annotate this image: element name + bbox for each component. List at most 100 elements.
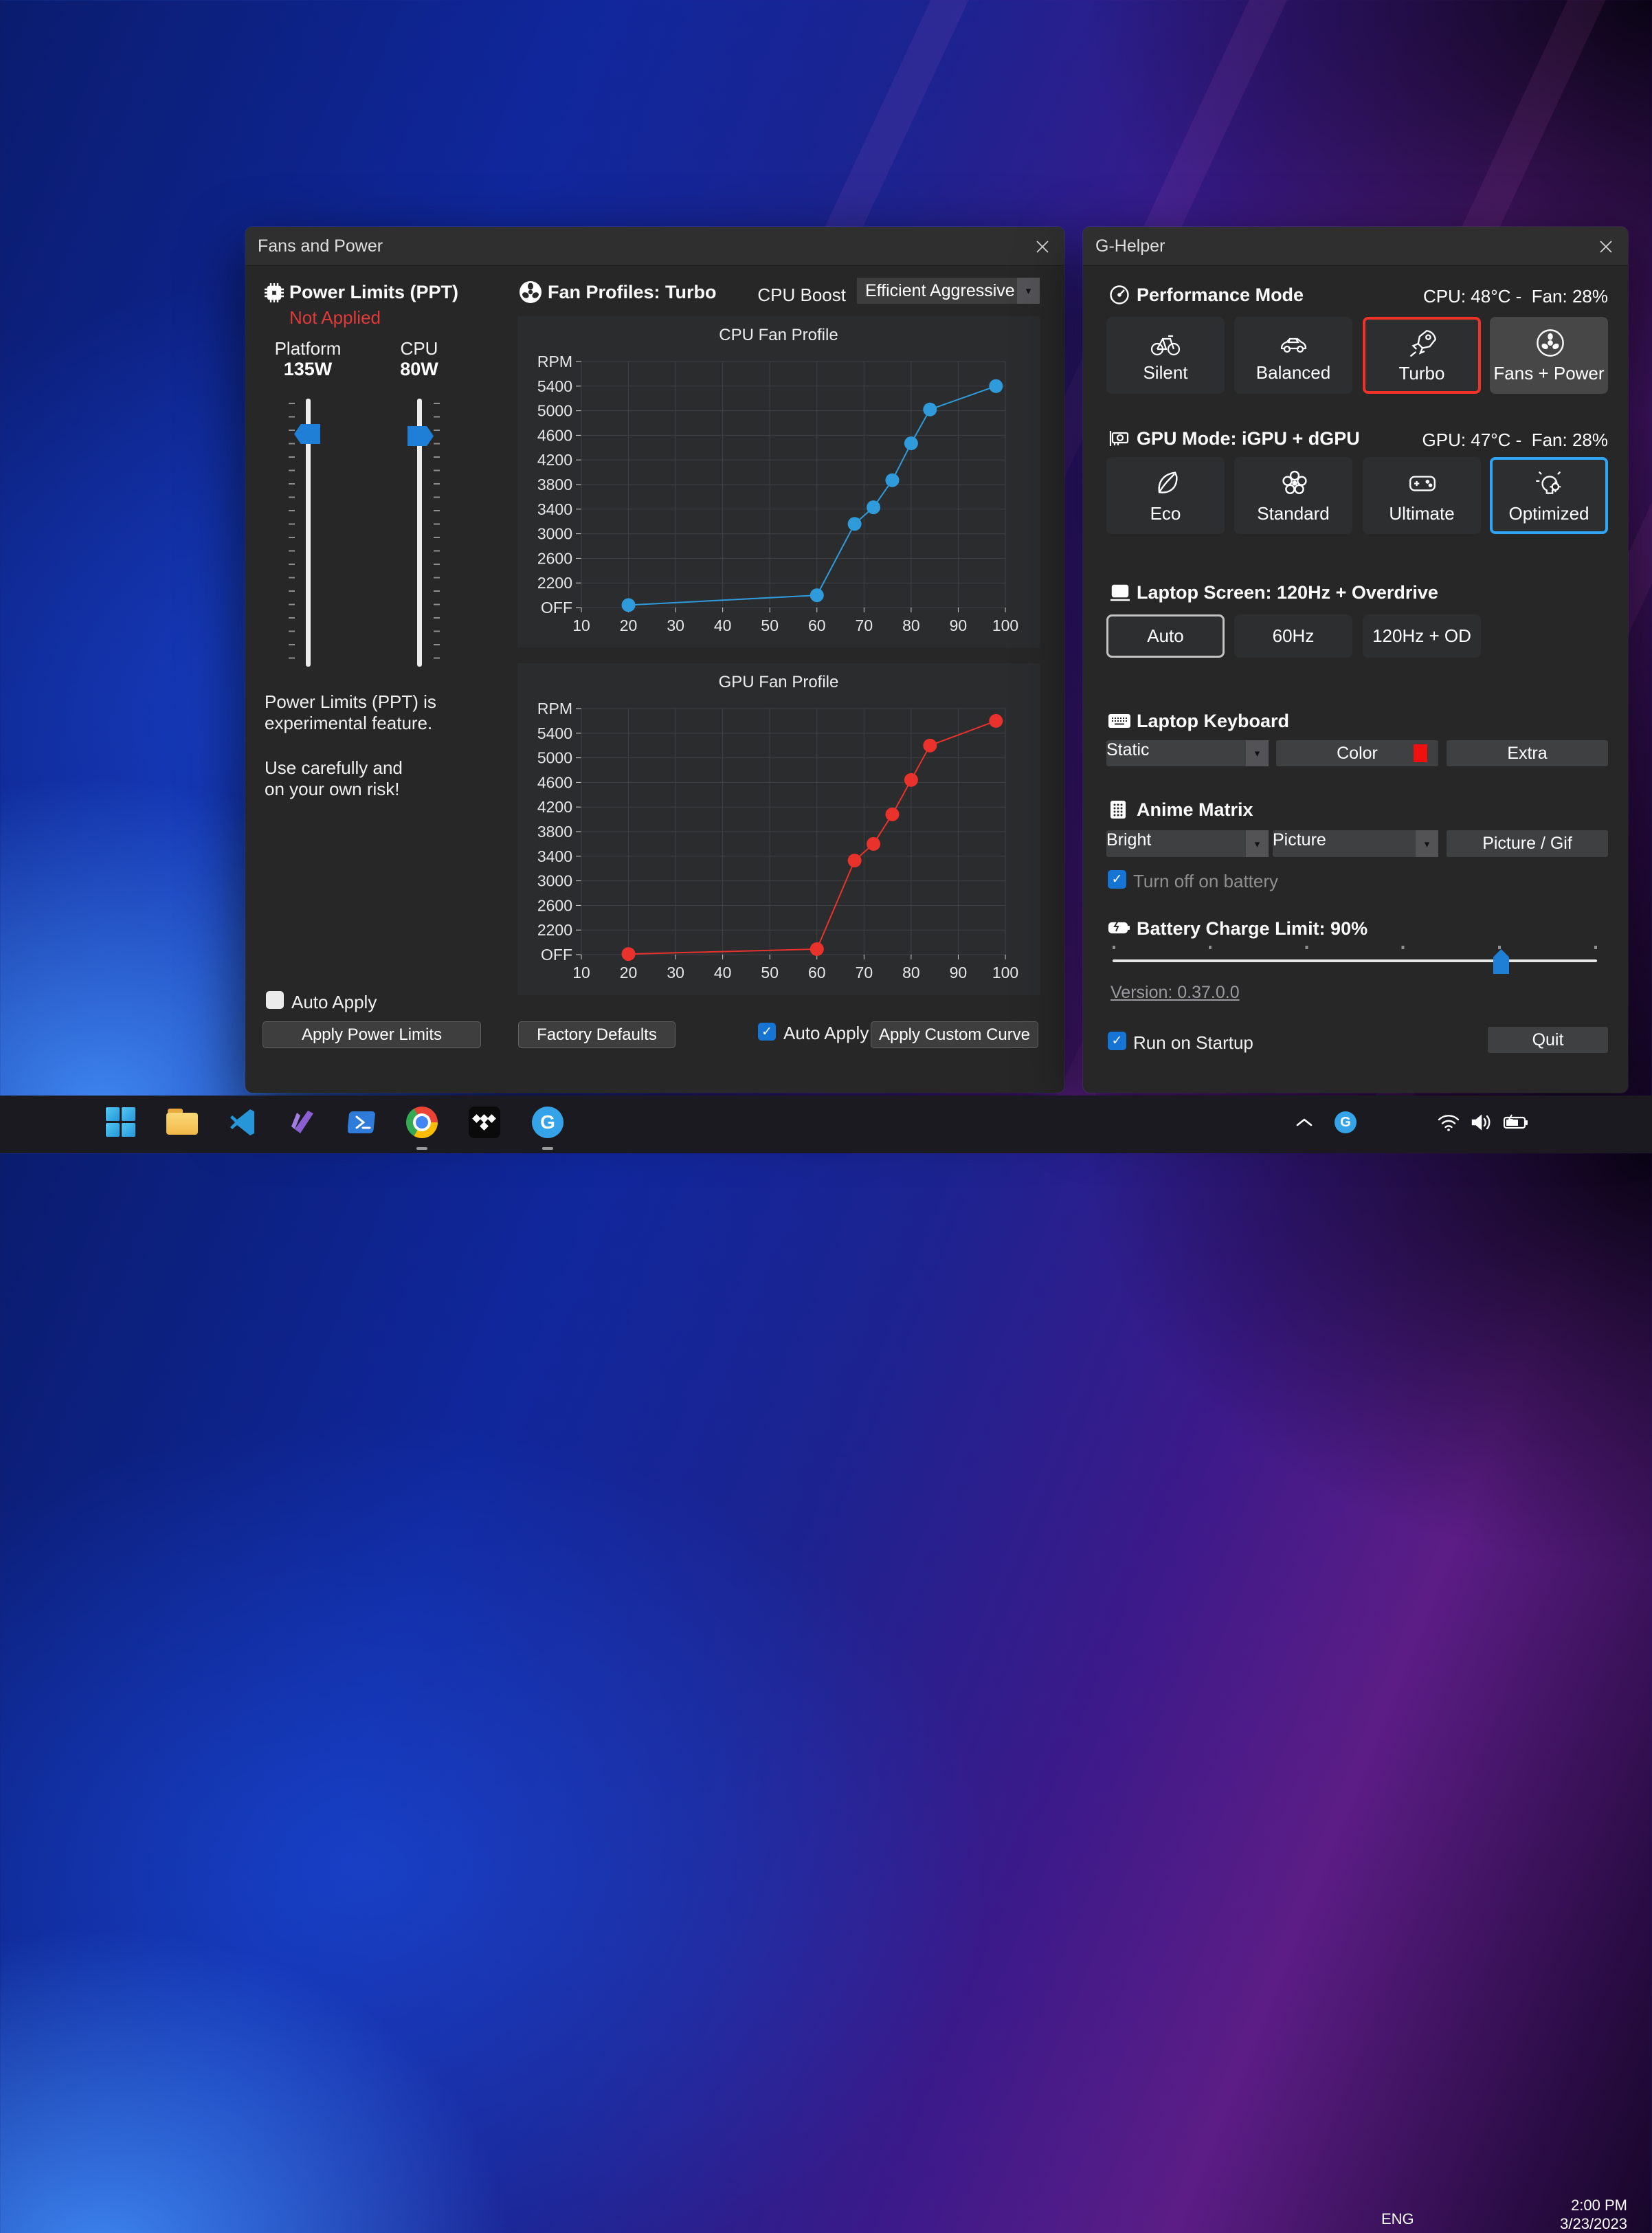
curve-point[interactable] — [847, 517, 862, 531]
battery-tray-icon[interactable] — [1501, 1106, 1531, 1139]
tray-chevron-up-icon[interactable] — [1291, 1106, 1318, 1139]
chevron-down-icon[interactable]: ▾ — [1416, 830, 1438, 857]
mode-button-turbo[interactable]: Turbo — [1363, 317, 1481, 394]
svg-text:3000: 3000 — [537, 872, 572, 890]
performance-mode-heading: Performance Mode — [1137, 285, 1304, 305]
date: 3/23/2023 — [1560, 2215, 1627, 2232]
screen-button-60hz[interactable]: 60Hz — [1234, 614, 1352, 658]
mode-button-fans-power[interactable]: Fans + Power — [1490, 317, 1608, 394]
keyboard-color-button[interactable]: Color — [1276, 740, 1438, 766]
curve-point[interactable] — [885, 473, 900, 487]
curve-point[interactable] — [867, 500, 881, 515]
svg-text:20: 20 — [620, 964, 638, 981]
wifi-icon[interactable] — [1435, 1106, 1462, 1139]
turn-off-on-battery-checkbox[interactable]: ✓ — [1108, 870, 1126, 889]
factory-defaults-button[interactable]: Factory Defaults — [518, 1021, 676, 1048]
run-on-startup-checkbox[interactable]: ✓ — [1108, 1032, 1126, 1050]
svg-text:3400: 3400 — [537, 847, 572, 865]
curve-point[interactable] — [989, 379, 1003, 393]
chrome-icon[interactable] — [405, 1106, 438, 1139]
chevron-down-icon[interactable]: ▾ — [1246, 830, 1269, 857]
leaf-icon — [1151, 467, 1180, 496]
g-helper-taskbar-icon[interactable]: G — [531, 1106, 564, 1139]
svg-text:3000: 3000 — [537, 525, 572, 543]
curve-auto-apply-checkbox[interactable]: ✓ — [758, 1023, 776, 1041]
anime-brightness-dropdown[interactable]: Bright ▾ — [1106, 830, 1269, 857]
curve-point[interactable] — [989, 713, 1003, 728]
curve-point[interactable] — [904, 436, 918, 451]
powershell-icon[interactable] — [346, 1106, 379, 1139]
keyboard-color-label: Color — [1337, 743, 1378, 763]
windows-start-icon[interactable] — [104, 1106, 137, 1139]
tidal-icon[interactable] — [468, 1106, 501, 1139]
volume-icon[interactable] — [1468, 1106, 1495, 1139]
curve-point[interactable] — [923, 402, 937, 416]
gpu-button-eco[interactable]: Eco — [1106, 457, 1225, 534]
keyboard-extra-button[interactable]: Extra — [1447, 740, 1608, 766]
curve-point[interactable] — [621, 598, 636, 612]
anime-matrix-icon — [1109, 799, 1127, 820]
cpu-slider-ticks — [434, 403, 440, 664]
chevron-down-icon[interactable]: ▾ — [1017, 278, 1040, 304]
anime-mode-dropdown[interactable]: Picture ▾ — [1273, 830, 1438, 857]
anime-picture-gif-button[interactable]: Picture / Gif — [1447, 830, 1608, 857]
gpu-mode-heading: GPU Mode: iGPU + dGPU — [1137, 428, 1360, 449]
mode-button-silent[interactable]: Silent — [1106, 317, 1225, 394]
cpu-value: 80W — [400, 359, 438, 379]
vscode-icon[interactable] — [227, 1106, 260, 1139]
rocket-icon — [1407, 327, 1437, 357]
screen-button-auto[interactable]: Auto — [1106, 614, 1225, 658]
power-limits-status: Not Applied — [289, 307, 381, 328]
gpu-button-standard[interactable]: Standard — [1234, 457, 1352, 534]
battery-slider[interactable] — [1113, 959, 1597, 962]
battery-slider-handle[interactable] — [1493, 949, 1509, 974]
curve-point[interactable] — [904, 773, 918, 787]
experimental-warning-2: Use carefully and on your own risk! — [265, 757, 403, 799]
g-helper-tray-icon[interactable]: G — [1333, 1106, 1358, 1139]
laptop-screen-icon — [1109, 584, 1131, 603]
chevron-down-icon[interactable]: ▾ — [1246, 740, 1269, 766]
apply-power-limits-button[interactable]: Apply Power Limits — [263, 1021, 481, 1048]
file-explorer-icon[interactable] — [166, 1106, 199, 1139]
gpu-button-ultimate[interactable]: Ultimate — [1363, 457, 1481, 534]
mode-button-label: Fans + Power — [1493, 362, 1605, 384]
close-icon[interactable] — [1594, 234, 1618, 259]
gpu-button-optimized[interactable]: Optimized — [1490, 457, 1608, 534]
platform-slider-handle[interactable] — [294, 424, 320, 444]
fan-icon — [1534, 327, 1564, 357]
keyboard-mode-dropdown[interactable]: Static ▾ — [1106, 740, 1269, 766]
mode-button-balanced[interactable]: Balanced — [1234, 317, 1352, 394]
curve-point[interactable] — [847, 854, 862, 868]
gpu-fan-curve-chart[interactable]: 10 20 30 40 50 60 70 80 90 100 OFF 2200 2600 3000 3400… — [517, 663, 1040, 995]
version-link[interactable]: Version: 0.37.0.0 — [1110, 983, 1240, 1002]
battery-icon — [1108, 920, 1131, 936]
cpu-slider-handle[interactable] — [408, 426, 434, 446]
curve-point[interactable] — [810, 588, 824, 603]
screen-button-120hz-od[interactable]: 120Hz + OD — [1363, 614, 1481, 658]
anime-mode-value: Picture — [1273, 830, 1326, 849]
curve-point[interactable] — [885, 807, 900, 821]
platform-slider[interactable] — [306, 399, 311, 667]
power-auto-apply-checkbox[interactable] — [266, 991, 284, 1009]
curve-point[interactable] — [810, 942, 824, 956]
close-icon[interactable] — [1030, 234, 1055, 259]
language-indicator[interactable]: ENG — [1381, 2210, 1414, 2228]
svg-text:RPM: RPM — [537, 700, 572, 718]
cpu-boost-dropdown[interactable]: Efficient Aggressive ▾ — [857, 278, 1040, 304]
curve-point[interactable] — [923, 738, 937, 753]
screen-button-label: 120Hz + OD — [1372, 625, 1471, 646]
svg-text:4600: 4600 — [537, 426, 572, 444]
svg-text:30: 30 — [667, 616, 684, 634]
curve-point[interactable] — [621, 947, 636, 962]
svg-text:2200: 2200 — [537, 921, 572, 939]
svg-text:90: 90 — [950, 616, 968, 634]
running-indicator — [542, 1147, 553, 1150]
visual-studio-icon[interactable] — [286, 1106, 319, 1139]
clock[interactable]: 2:00 PM 3/23/2023 — [1545, 2196, 1627, 2233]
power-limits-heading: Power Limits (PPT) — [289, 282, 459, 302]
cpu-fan-curve-chart[interactable]: 10 20 30 40 50 60 70 80 90 100 OFF 2200 2600 3000 3400… — [517, 316, 1040, 647]
cpu-slider[interactable] — [417, 399, 422, 667]
curve-point[interactable] — [867, 836, 881, 851]
apply-custom-curve-button[interactable]: Apply Custom Curve — [871, 1021, 1038, 1048]
quit-button[interactable]: Quit — [1488, 1027, 1608, 1053]
